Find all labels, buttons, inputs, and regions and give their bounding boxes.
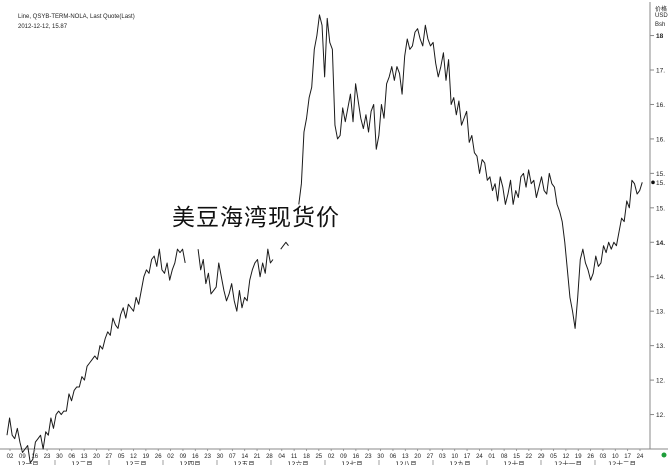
y-tick-label: 12. <box>656 412 665 419</box>
x-tick-label: 26 <box>587 454 594 460</box>
axis-header-price: 价格 <box>655 4 667 13</box>
x-month-label: 12二月 <box>71 460 92 465</box>
x-tick-label: 03 <box>439 454 446 460</box>
x-tick-label: 23 <box>44 454 51 460</box>
x-tick-label: 23 <box>365 454 372 460</box>
y-tick-label: 13. <box>656 309 665 316</box>
x-tick-label: 21 <box>254 454 261 460</box>
axis-header-unit: Bsh <box>655 22 665 28</box>
x-tick-label: 27 <box>105 454 112 460</box>
status-dot <box>662 453 667 458</box>
x-tick-label: 01 <box>488 454 495 460</box>
x-month-label: 12七月 <box>341 459 362 465</box>
x-tick-label: 30 <box>217 454 224 460</box>
x-month-label: 12四月 <box>179 460 200 465</box>
x-tick-label: 02 <box>328 454 335 460</box>
series-line-segment <box>7 249 185 463</box>
x-tick-label: 04 <box>278 454 285 460</box>
x-tick-label: 02 <box>167 454 174 460</box>
x-tick-label: 05 <box>118 454 125 460</box>
y-tick-label: 14. <box>656 274 665 281</box>
series-layer <box>7 15 642 463</box>
x-tick-label: 22 <box>525 454 532 460</box>
y-tick-label: 16. <box>656 102 665 109</box>
x-tick-label: 20 <box>93 454 100 460</box>
x-tick-label: 02 <box>7 454 14 460</box>
x-tick-label: 30 <box>56 454 63 460</box>
x-tick-label: 27 <box>427 454 434 460</box>
y-tick-label: 17. <box>656 68 665 75</box>
series-legend-label: Line, QSYB-TERM-NOLA, Last Quote(Last) <box>18 14 135 20</box>
x-month-label: 12十一月 <box>554 459 582 465</box>
x-tick-label: 24 <box>637 454 644 460</box>
series-line-segment <box>281 242 289 249</box>
x-axis: 02 09 16 23 30 06 13 20 27 05 12 19 26 02 09 16 23 30 07 14… <box>7 449 667 465</box>
y-tick-label: 18 <box>656 33 664 40</box>
x-tick-label: 24 <box>476 454 483 460</box>
x-month-label: 12五月 <box>233 460 254 465</box>
x-month-label: 12一月 <box>17 460 38 465</box>
x-tick-label: 28 <box>266 454 273 460</box>
x-month-label: 12十月 <box>503 459 524 465</box>
x-tick-label: 03 <box>600 454 607 460</box>
x-month-label: 12九月 <box>449 459 470 465</box>
x-month-label: 12十二月 <box>608 459 636 465</box>
x-month-label: 12三月 <box>125 460 146 465</box>
x-tick-label: 25 <box>315 454 322 460</box>
y-tick-label: 15. <box>656 205 665 212</box>
x-tick-label: 26 <box>155 454 162 460</box>
x-tick-label: 30 <box>377 454 384 460</box>
y-tick-label: 14. <box>656 240 665 247</box>
last-value-marker <box>651 181 655 185</box>
series-line-segment <box>299 15 642 329</box>
overlay-title: 美豆海湾现货价 <box>172 198 340 232</box>
x-month-label: 12八月 <box>395 460 416 465</box>
y-tick-label: 16. <box>656 136 665 143</box>
x-month-label: 12六月 <box>287 459 308 465</box>
axis-header-currency: USD <box>655 13 668 19</box>
x-tick-label: 23 <box>204 454 211 460</box>
last-quote-label: 2012-12-12, 15.87 <box>18 24 67 30</box>
y-axis: 12. 12. 13. 13. 14. 14. 15. 15. 16. 16. 17. 18 15. <box>650 33 665 419</box>
y-tick-label: 12. <box>656 378 665 385</box>
y-tick-label: 15. <box>656 171 665 178</box>
last-value-label: 15. <box>656 180 665 187</box>
y-tick-label: 13. <box>656 343 665 350</box>
x-tick-label: 29 <box>538 454 545 460</box>
series-line-segment <box>198 249 273 311</box>
